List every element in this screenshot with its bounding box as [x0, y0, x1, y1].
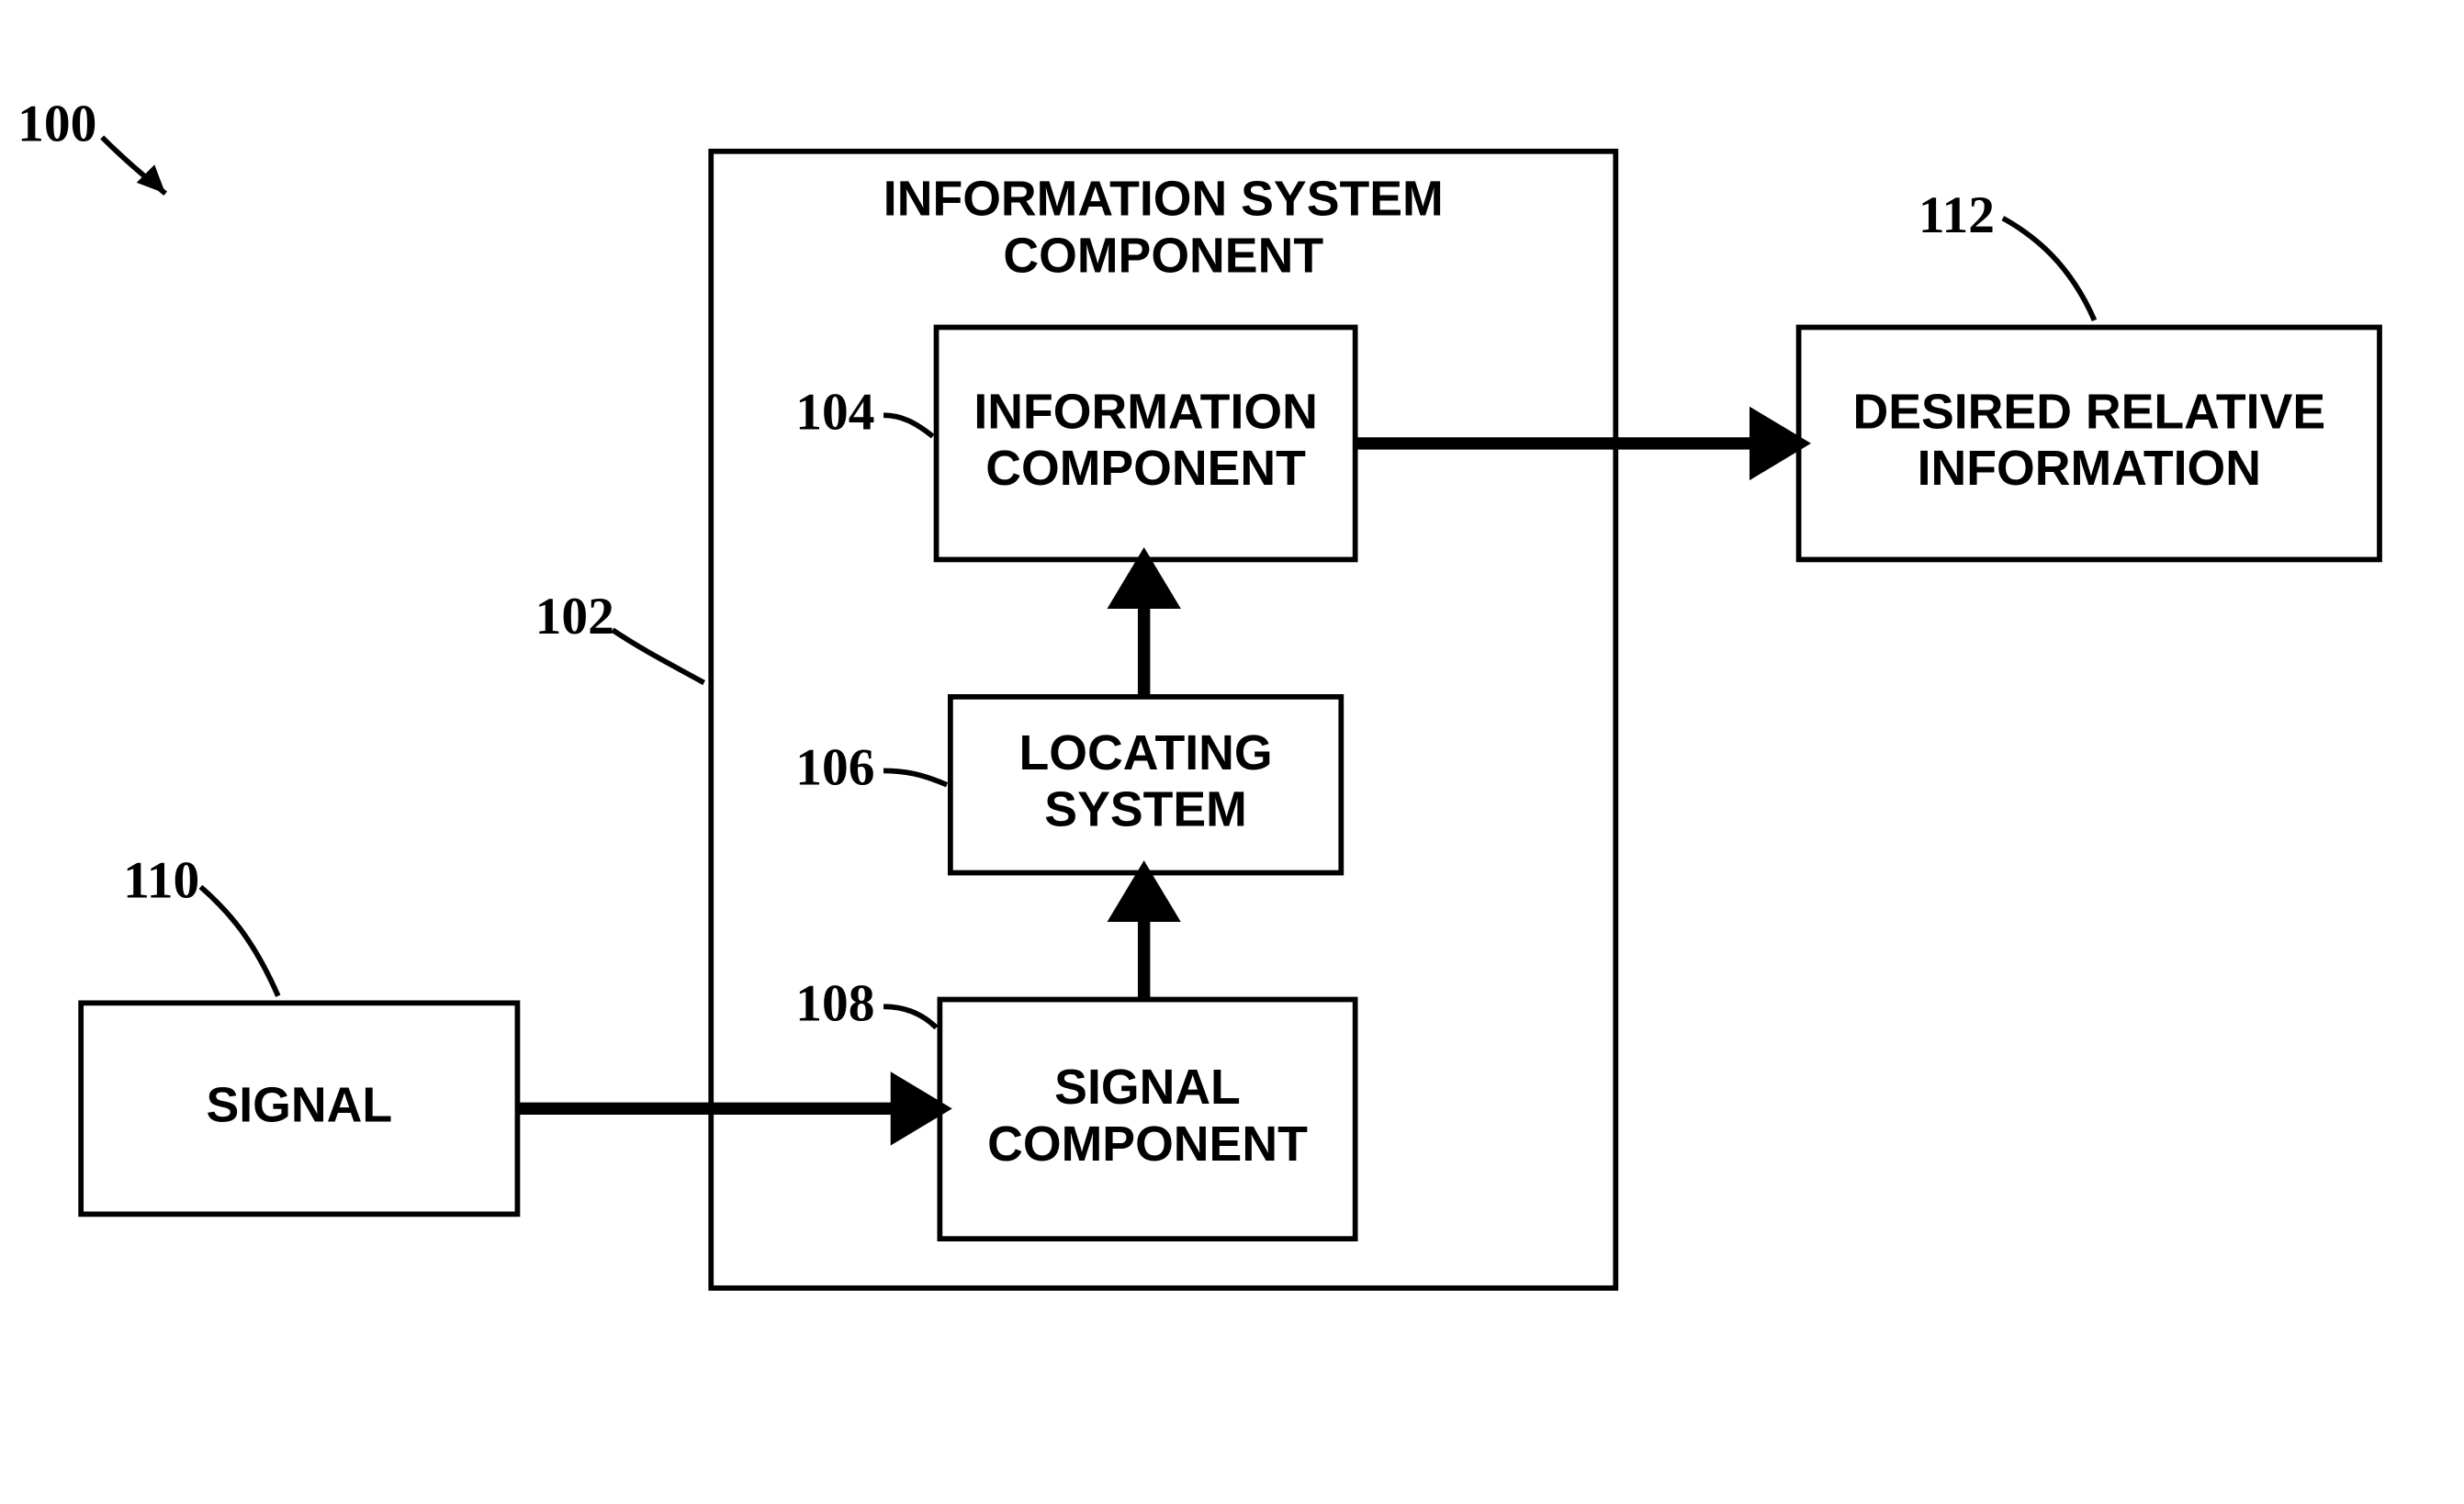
node-label-locating-system-line-1: SYSTEM [1044, 782, 1247, 837]
node-signal-component: SIGNALCOMPONENT [939, 1000, 1355, 1240]
ref-lead-110 [200, 887, 277, 996]
ref-num-106: 106 [795, 739, 874, 797]
container-title-line-1: COMPONENT [1003, 228, 1323, 283]
ref-112: 112 [1918, 186, 2095, 320]
container-title-line-0: INFORMATION SYSTEM [883, 172, 1444, 227]
node-label-desired-info-line-1: INFORMATION [1918, 441, 2261, 496]
node-label-info-component-line-0: INFORMATION [973, 384, 1317, 439]
ref-num-102: 102 [535, 588, 614, 645]
ref-lead-112 [2003, 219, 2095, 320]
ref-num-100: 100 [17, 95, 96, 152]
ref-lead-102 [613, 630, 704, 682]
node-info-component: INFORMATIONCOMPONENT [937, 327, 1356, 559]
node-desired-info: DESIRED RELATIVEINFORMATION [1799, 327, 2380, 559]
node-signal: SIGNAL [81, 1003, 517, 1214]
ref-100: 100 [17, 95, 165, 193]
node-label-locating-system-line-0: LOCATING [1019, 725, 1273, 780]
ref-num-110: 110 [123, 851, 199, 909]
ref-102: 102 [535, 588, 704, 683]
node-label-signal-component-line-1: COMPONENT [987, 1117, 1308, 1172]
flowchart-canvas: INFORMATION SYSTEMCOMPONENTSIGNALSIGNALC… [0, 0, 2464, 1496]
ref-num-108: 108 [795, 975, 874, 1033]
node-locating-system: LOCATINGSYSTEM [951, 697, 1341, 873]
ref-num-104: 104 [795, 384, 874, 442]
node-label-info-component-line-1: COMPONENT [985, 441, 1306, 496]
node-label-signal-component-line-0: SIGNAL [1054, 1060, 1241, 1115]
ref-num-112: 112 [1918, 186, 1995, 244]
ref-110: 110 [123, 851, 278, 995]
ref-arrowhead-100 [137, 164, 165, 193]
node-label-desired-info-line-0: DESIRED RELATIVE [1852, 384, 2325, 439]
node-label-signal-line-0: SIGNAL [206, 1078, 392, 1133]
